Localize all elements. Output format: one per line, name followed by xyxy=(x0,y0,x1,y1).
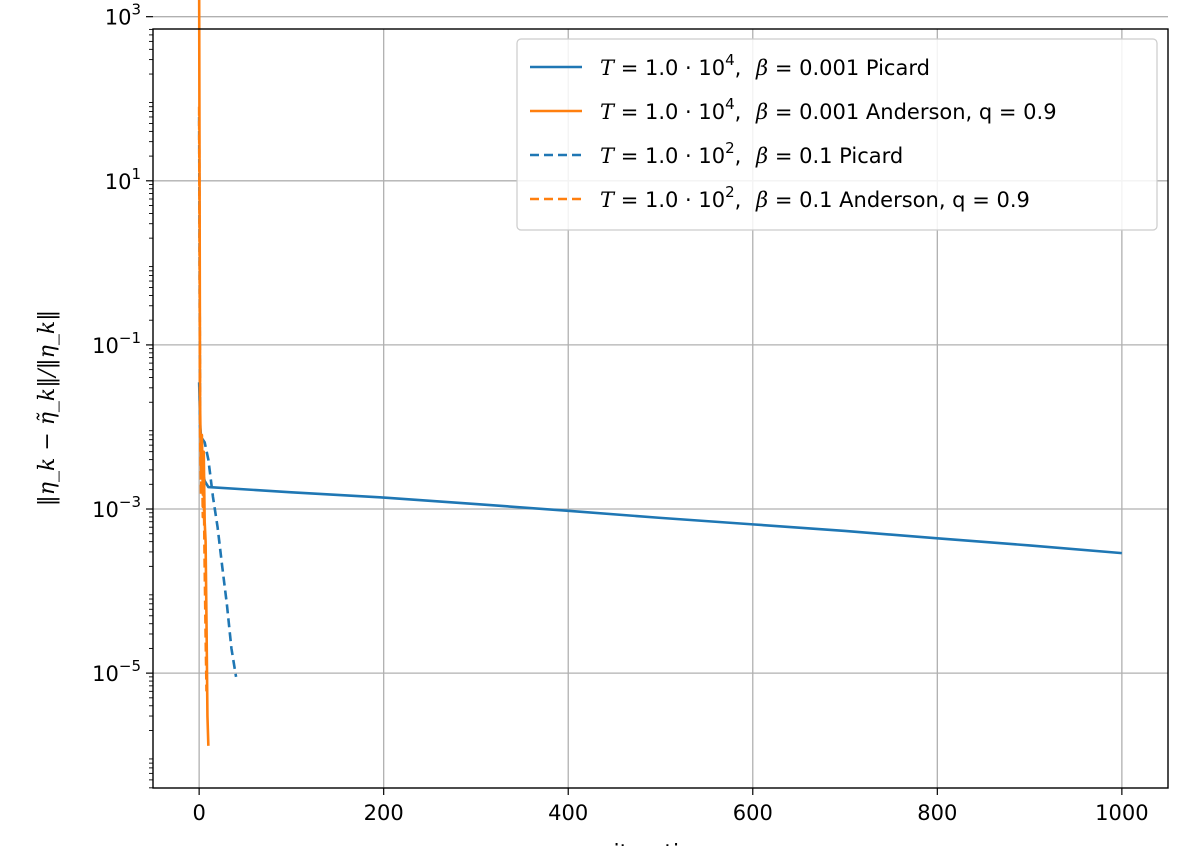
x-tick-label: 400 xyxy=(548,801,588,825)
x-tick-label: 600 xyxy=(733,801,773,825)
series-line-4 xyxy=(197,106,208,692)
y-tick-label: 10−3 xyxy=(92,493,141,522)
plot-frame xyxy=(152,28,1169,789)
y-tick-label: 10−5 xyxy=(92,657,141,686)
x-axis: 0 200 400 600 800 1000 xyxy=(192,788,1149,825)
x-tick-label: 0 xyxy=(192,801,205,825)
y-axis-label: ‖η_k − η̃_k‖/‖η_k‖ xyxy=(35,310,60,506)
y-tick-label: 10−1 xyxy=(92,329,141,358)
y-tick-label: 103 xyxy=(105,1,141,30)
legend-entry-4: T = 1.0 · 102, β = 0.1 Anderson, q = 0.9 xyxy=(600,183,1030,212)
x-tick-label: 200 xyxy=(364,801,404,825)
x-axis-label: iteration xyxy=(614,841,707,846)
series-line-2 xyxy=(197,0,210,746)
legend-entry-1: T = 1.0 · 104, β = 0.001 Picard xyxy=(600,51,930,80)
y-tick-label: 101 xyxy=(105,165,141,194)
x-tick-label: 1000 xyxy=(1095,801,1148,825)
series-layer xyxy=(197,0,1122,746)
legend: T = 1.0 · 104, β = 0.001 Picard T = 1.0 ·… xyxy=(516,38,1158,231)
x-tick-label: 800 xyxy=(917,801,957,825)
legend-entry-3: T = 1.0 · 102, β = 0.1 Picard xyxy=(600,139,903,168)
y-axis: 103 101 10−1 10−3 10−5 xyxy=(92,1,153,789)
legend-entry-2: T = 1.0 · 104, β = 0.001 Anderson, q = 0… xyxy=(600,95,1057,124)
legend-box xyxy=(516,38,1158,231)
